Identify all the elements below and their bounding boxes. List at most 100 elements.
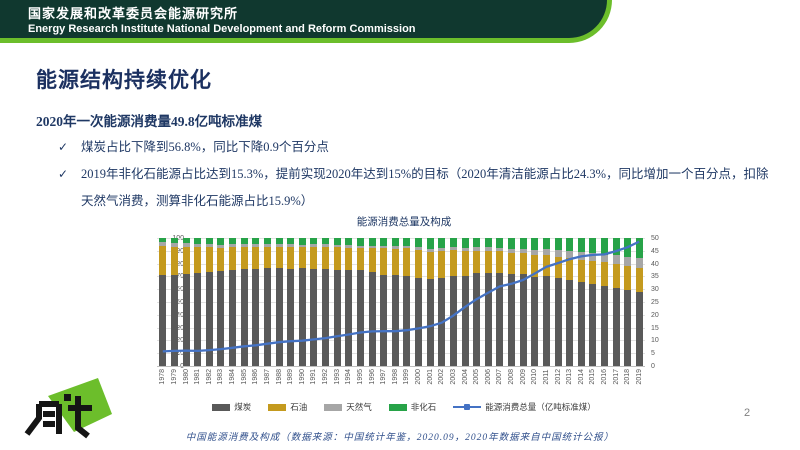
axis-tick-label: 15 [651,324,659,332]
stacked-bar-1984 [229,238,237,366]
x-label-slot: 2012 [552,369,564,385]
bar-segment-天然气 [612,255,620,265]
bar-segment-煤炭 [566,279,574,366]
bar-segment-煤炭 [252,268,260,366]
x-label-slot: 1993 [331,369,343,385]
bar-slot [424,238,436,366]
bar-slot [331,238,343,366]
bar-slot [634,238,646,366]
x-label-slot: 1986 [250,369,262,385]
logo-glyph-right [68,396,92,439]
bar-segment-煤炭 [531,277,539,366]
bar-slot [238,238,250,366]
x-tick-label: 2017 [612,369,620,385]
x-label-slot: 2013 [564,369,576,385]
chart-title: 能源消费总量及构成 [356,216,452,228]
bullet-item-nonfossil-share: ✓ 2019年非化石能源占比达到15.3%，提前实现2020年达到15%的目标（… [58,161,774,215]
bar-slot [366,238,378,366]
x-tick-label: 1997 [380,369,388,385]
logo-glyph-left [24,401,62,436]
bar-slot [285,238,297,366]
bullet-list: ✓ 煤炭占比下降到56.8%，同比下降0.9个百分点 ✓ 2019年非化石能源占… [58,134,774,215]
x-label-slot: 2002 [436,369,448,385]
legend-swatch [388,403,407,411]
legend-line-dot [464,404,471,410]
bar-segment-非化石 [380,238,388,247]
bar-slot [390,238,402,366]
bar-segment-非化石 [589,238,597,254]
bar-segment-非化石 [217,238,225,245]
stacked-bar-1986 [252,238,260,366]
bar-segment-石油 [322,246,330,270]
bar-segment-非化石 [484,238,492,248]
bar-slot [180,238,192,366]
bar-segment-天然气 [624,256,632,267]
stacked-bar-2015 [589,238,597,366]
gridline [157,238,645,239]
x-tick-label: 2009 [519,369,527,385]
stacked-bar-2009 [519,238,527,366]
institute-logo [24,378,112,439]
x-tick-label: 1984 [229,369,237,385]
bar-segment-非化石 [333,238,341,245]
bar-segment-煤炭 [403,275,411,366]
bar-slot [622,238,634,366]
bar-slot [529,238,541,366]
chart-legend: 煤炭 石油 天然气 非化石 能源消费总量（亿吨标准煤） [130,401,678,413]
stacked-bar-2000 [415,238,423,366]
bar-segment-非化石 [554,238,562,251]
x-tick-label: 1986 [252,369,260,385]
x-tick-label: 2015 [589,369,597,385]
x-tick-label: 1983 [217,369,225,385]
bar-segment-石油 [252,246,260,269]
bar-segment-煤炭 [217,271,225,366]
bar-slot [517,238,529,366]
stacked-bar-1980 [182,238,190,366]
bar-segment-石油 [415,250,423,279]
chart-bars [157,238,645,366]
chart-plot [157,238,645,367]
x-tick-label: 1982 [205,369,213,385]
stacked-bar-2018 [624,238,632,366]
stacked-bar-2019 [635,238,643,366]
x-label-slot: 1994 [343,369,355,385]
stacked-bar-2003 [449,238,457,366]
bar-segment-煤炭 [322,269,330,366]
stacked-bar-2006 [484,238,492,366]
bar-segment-石油 [356,248,364,271]
x-label-slot: 1987 [262,369,274,385]
x-tick-label: 2004 [461,369,469,385]
stacked-bar-1979 [170,238,178,366]
stacked-bar-2012 [554,238,562,366]
x-tick-label: 2003 [449,369,457,385]
bar-slot [157,238,169,366]
bar-segment-煤炭 [275,268,283,366]
x-tick-label: 1989 [287,369,295,385]
x-tick-label: 1979 [170,369,178,385]
bar-segment-石油 [624,266,632,291]
bar-segment-非化石 [438,238,446,249]
stacked-bar-1995 [356,238,364,366]
stacked-bar-1983 [217,238,225,366]
x-tick-label: 1980 [182,369,190,385]
stacked-bar-1992 [322,238,330,366]
axis-tick-label: 0 [651,363,655,370]
x-label-slot: 1997 [378,369,390,385]
bar-slot [494,238,506,366]
bar-segment-石油 [275,246,283,269]
bar-segment-非化石 [426,238,434,249]
bar-segment-煤炭 [159,275,167,366]
org-name-english: Energy Research Institute National Devel… [28,23,416,35]
bar-segment-煤炭 [473,273,481,366]
x-tick-label: 1990 [298,369,306,385]
bar-segment-非化石 [612,238,620,256]
bar-slot [610,238,622,366]
bar-segment-天然气 [577,252,585,260]
bar-segment-石油 [531,255,539,278]
bar-segment-石油 [368,247,376,272]
bar-segment-石油 [601,262,609,287]
bar-segment-煤炭 [182,273,190,366]
stacked-bar-2001 [426,238,434,366]
bar-slot [401,238,413,366]
bar-segment-非化石 [601,238,609,255]
